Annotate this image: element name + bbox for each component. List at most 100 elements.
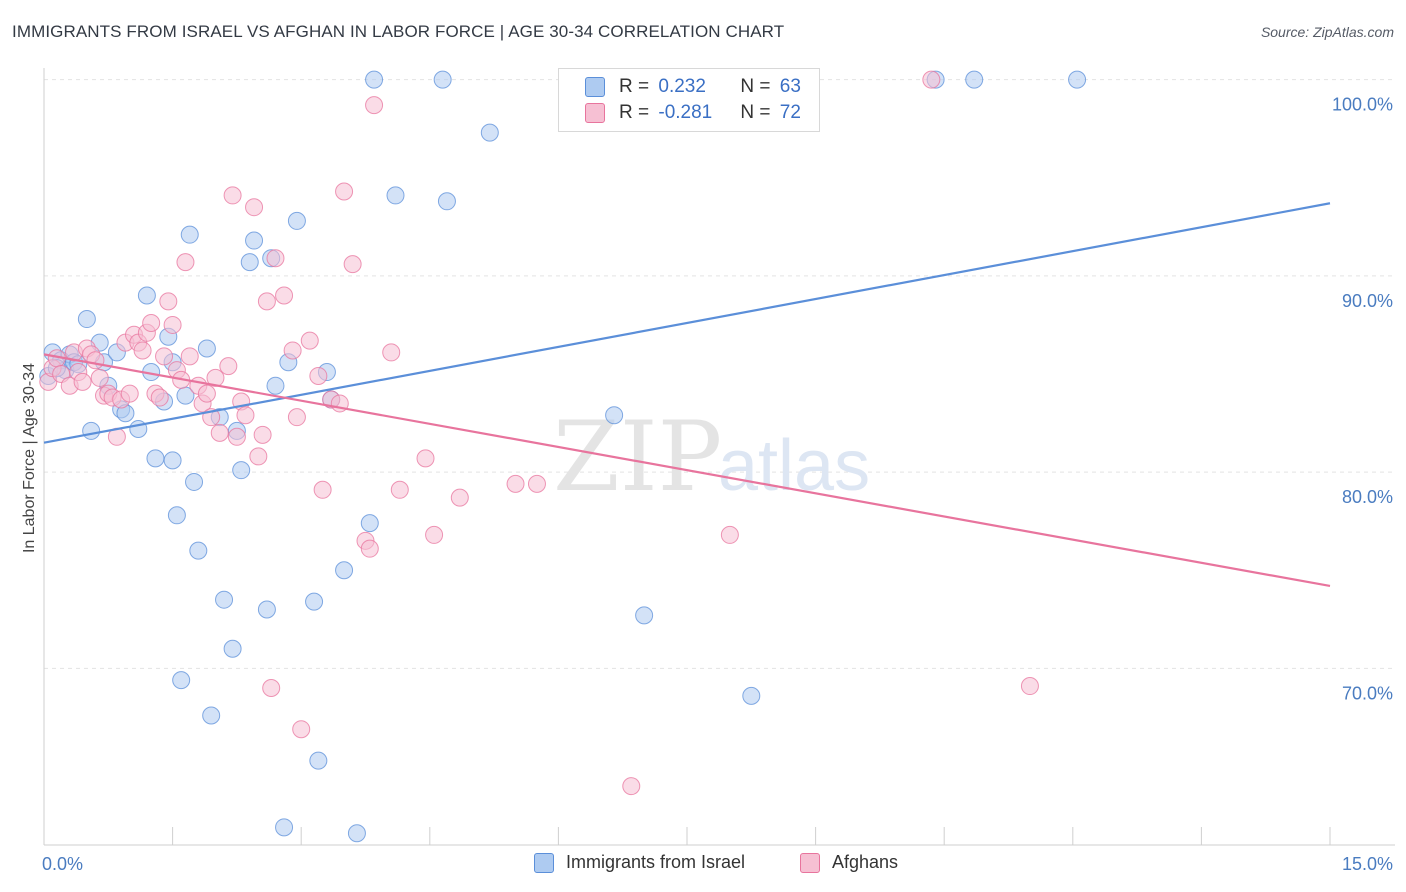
trendline-afghan (43, 353, 1331, 588)
israel-point (305, 592, 324, 611)
x-tick-label: 0.0% (42, 854, 83, 874)
israel-point (433, 70, 452, 89)
afghan-point (197, 384, 216, 403)
afghan-point (163, 315, 182, 334)
legend-row-afghan: R = -0.281 N = 72 (585, 101, 801, 125)
legend-r-value: 0.232 (658, 76, 706, 97)
y-axis-label: In Labor Force | Age 30-34 (21, 363, 38, 553)
israel-point (360, 514, 379, 533)
trendlines (43, 202, 1331, 588)
afghan-point (223, 186, 242, 205)
israel-point (437, 192, 456, 211)
legend-swatch-afghan (800, 852, 820, 873)
legend-n-label: N = (740, 102, 776, 123)
israel-point (245, 231, 264, 250)
afghan-point (365, 96, 384, 115)
legend-row-israel: R = 0.232 N = 63 (585, 75, 801, 99)
israel-point (275, 818, 294, 837)
afghan-point (622, 777, 641, 796)
israel-point (287, 211, 306, 230)
afghan-point (287, 408, 306, 427)
watermark-zip: ZIP (553, 401, 722, 513)
afghan-point (155, 347, 174, 366)
afghan-point (90, 368, 109, 387)
watermark-atlas: atlas (718, 426, 870, 506)
israel-point (335, 561, 354, 580)
afghan-point (176, 253, 195, 272)
afghan-point (236, 406, 255, 425)
legend-n-value: 63 (779, 76, 801, 97)
afghan-point (266, 249, 285, 268)
afghan-point (206, 368, 225, 387)
israel-point (635, 606, 654, 625)
afghan-point (275, 286, 294, 305)
israel-point (172, 671, 191, 690)
israel-point (189, 541, 208, 560)
israel-point (146, 449, 165, 468)
israel-point (82, 421, 101, 440)
gridlines (44, 79, 1395, 669)
x-tick-labels: 0.0% 15.0% (42, 854, 1393, 874)
israel-point (965, 70, 984, 89)
israel-point (480, 123, 499, 142)
afghan-point (335, 182, 354, 201)
israel-point (240, 253, 259, 272)
afghan-point (720, 525, 739, 544)
afghan-point (150, 388, 169, 407)
chart-title: IMMIGRANTS FROM ISRAEL VS AFGHAN IN LABO… (12, 22, 785, 41)
israel-point (365, 70, 384, 89)
legend-swatch-israel (585, 77, 605, 97)
israel-point (257, 600, 276, 619)
israel-point (1068, 70, 1087, 89)
series-afghan-points (39, 70, 1039, 796)
legend-n-value: 72 (779, 102, 801, 123)
afghan-point (120, 384, 139, 403)
afghan-point (343, 255, 362, 274)
israel-point (197, 339, 216, 358)
legend-swatch-afghan (585, 103, 605, 123)
afghan-point (360, 539, 379, 558)
y-tick-labels: 70.0% 80.0% 90.0% 100.0% (1332, 95, 1393, 704)
legend-r-label: R = (619, 102, 655, 123)
afghan-point (527, 474, 546, 493)
afghan-point (159, 292, 178, 311)
israel-point (386, 186, 405, 205)
afghan-point (86, 351, 105, 370)
trendline-israel (43, 202, 1331, 444)
israel-point (347, 824, 366, 843)
y-tick-label: 80.0% (1342, 487, 1393, 507)
afghan-point (292, 720, 311, 739)
y-tick-label: 90.0% (1342, 291, 1393, 311)
afghan-point (133, 341, 152, 360)
afghan-point (309, 366, 328, 385)
legend-item-israel: Immigrants from Israel (534, 852, 745, 873)
legend-swatch-israel (534, 852, 554, 873)
afghan-point (425, 525, 444, 544)
y-tick-label: 100.0% (1332, 95, 1393, 115)
israel-point (223, 639, 242, 658)
afghan-point (180, 347, 199, 366)
afghan-point (283, 341, 302, 360)
source-label: Source: ZipAtlas.com (1260, 24, 1394, 40)
y-tick-label: 70.0% (1342, 683, 1393, 703)
afghan-point (245, 198, 264, 217)
series-legend: Immigrants from Israel Afghans (0, 852, 1406, 878)
afghan-point (253, 425, 272, 444)
israel-point (180, 225, 199, 244)
afghan-point (922, 70, 941, 89)
israel-point (215, 590, 234, 609)
afghan-point (382, 343, 401, 362)
israel-point (742, 686, 761, 705)
afghan-point (1020, 677, 1039, 696)
afghan-point (142, 313, 161, 332)
israel-point (77, 310, 96, 329)
legend-label-afghan: Afghans (832, 852, 899, 872)
correlation-legend: R = 0.232 N = 63 R = -0.281 N = 72 (558, 68, 820, 132)
legend-r-label: R = (619, 76, 655, 97)
afghan-point (390, 480, 409, 499)
legend-label-israel: Immigrants from Israel (566, 852, 746, 872)
afghan-point (450, 488, 469, 507)
afghan-point (249, 447, 268, 466)
legend-r-value: -0.281 (658, 102, 713, 123)
